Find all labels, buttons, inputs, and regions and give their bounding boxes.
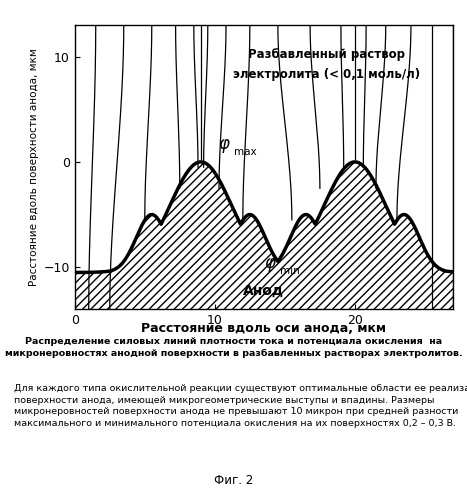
Text: $\varphi$: $\varphi$ <box>218 137 230 155</box>
Text: Разбавленный раствор: Разбавленный раствор <box>248 48 405 61</box>
Text: Расстояние вдоль оси анода, мкм: Расстояние вдоль оси анода, мкм <box>142 322 386 335</box>
Text: электролита (< 0,1 моль/л): электролита (< 0,1 моль/л) <box>234 68 420 81</box>
Text: Распределение силовых линий плотности тока и потенциала окисления  на
микронеров: Распределение силовых линий плотности то… <box>5 337 462 358</box>
Text: Анод: Анод <box>243 283 284 297</box>
Y-axis label: Расстояние вдоль поверхности анода, мкм: Расстояние вдоль поверхности анода, мкм <box>29 48 39 286</box>
Text: min: min <box>280 266 300 276</box>
Text: max: max <box>234 147 256 157</box>
Text: Фиг. 2: Фиг. 2 <box>214 474 253 487</box>
Text: $\varphi$: $\varphi$ <box>264 256 276 274</box>
Text: Для каждого типа окислительной реакции существуют оптимальные области ее реализа: Для каждого типа окислительной реакции с… <box>14 384 467 428</box>
